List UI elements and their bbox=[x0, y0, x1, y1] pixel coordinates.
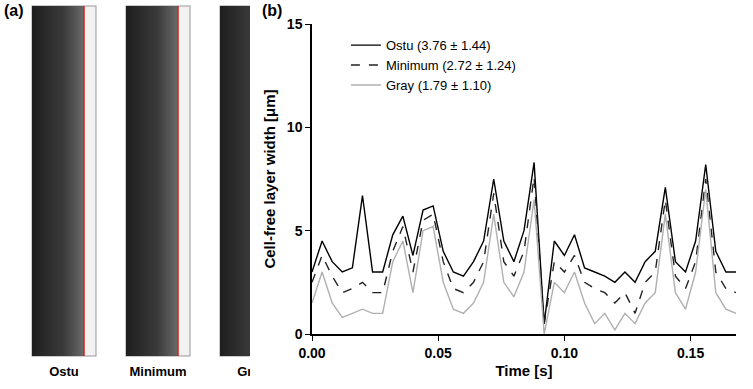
svg-text:0.00: 0.00 bbox=[298, 345, 325, 361]
html-text:(b): (b) bbox=[262, 2, 283, 19]
svg-text:0.15: 0.15 bbox=[677, 345, 704, 361]
svg-text:0: 0 bbox=[295, 326, 303, 342]
svg-text:5: 5 bbox=[295, 223, 303, 239]
svg-text:0.10: 0.10 bbox=[551, 345, 578, 361]
html-text:(a): (a) bbox=[4, 2, 24, 19]
html-text:Gray: Gray bbox=[237, 364, 267, 379]
svg-text:Ostu (3.76 ± 1.44): Ostu (3.76 ± 1.44) bbox=[386, 38, 491, 53]
svg-text:Minimum (2.72 ± 1.24): Minimum (2.72 ± 1.24) bbox=[386, 58, 516, 73]
svg-text:Cell-free layer width [μm]: Cell-free layer width [μm] bbox=[261, 89, 278, 268]
svg-text:Time [s]: Time [s] bbox=[495, 362, 552, 379]
svg-text:10: 10 bbox=[287, 119, 303, 135]
html-text:Ostu: Ostu bbox=[49, 364, 79, 379]
svg-text:15: 15 bbox=[287, 16, 303, 32]
svg-text:0.05: 0.05 bbox=[425, 345, 452, 361]
svg-text:Gray (1.79 ± 1.10): Gray (1.79 ± 1.10) bbox=[386, 78, 491, 93]
html-text:Minimum: Minimum bbox=[129, 364, 187, 379]
